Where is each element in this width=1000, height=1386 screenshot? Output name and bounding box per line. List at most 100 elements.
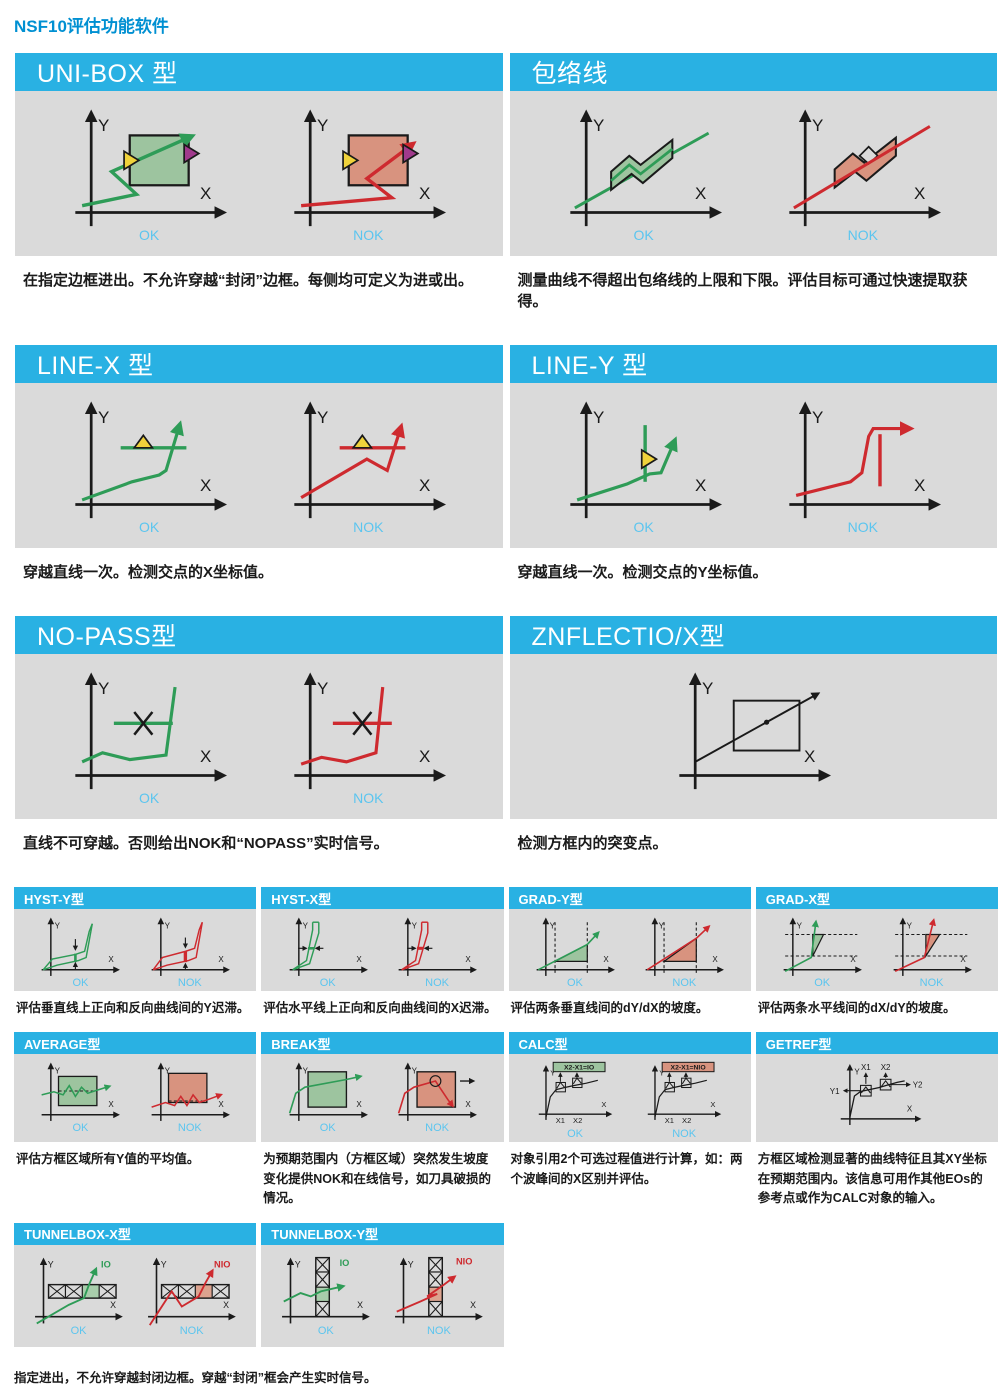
x-axis-label: X [960, 955, 966, 964]
measurement-curve [654, 1080, 707, 1118]
axes: Y X [289, 1062, 368, 1122]
x-axis-label: X [223, 1300, 229, 1310]
ok-label: OK [566, 977, 583, 989]
section-average: AVERAGE型 Y X OK [14, 1032, 257, 1208]
axes: Y X [75, 401, 228, 519]
nok-label: NOK [353, 227, 384, 243]
measurement-curve [300, 422, 406, 500]
y-axis-label: Y [48, 1259, 54, 1269]
axes: Y X [893, 917, 972, 976]
ok-label: OK [814, 977, 831, 989]
measurement-curve [576, 436, 678, 502]
nok-label: NOK [177, 977, 202, 989]
measurement-curve [149, 1268, 214, 1326]
y-axis-label: Y [55, 921, 61, 930]
axes: Y X [679, 672, 832, 790]
hysteresis-return [152, 922, 203, 971]
peak-1 [555, 1082, 565, 1089]
panel-header-linex: LINE-X 型 [15, 345, 503, 383]
x2-label: X2 [682, 1116, 691, 1125]
x-axis-label: X [419, 476, 430, 495]
diagram-getref: Y X X1 X2 Y1 Y2 [827, 1058, 926, 1128]
axes: Y X [789, 109, 941, 227]
diagram-gradx-nok: Y X NOK [889, 913, 975, 989]
tile-header-tunnely: TUNNELBOX-Y型 [261, 1222, 504, 1245]
section-tunnely: TUNNELBOX-Y型 Y X [261, 1222, 504, 1347]
panel-body-liney: Y X OK Y X [509, 383, 997, 548]
x-axis-label: X [419, 184, 430, 203]
axes: Y X [647, 1065, 721, 1121]
axes: Y X [151, 917, 230, 976]
hysteresis-forward [401, 922, 423, 971]
measurement-curve [81, 133, 197, 208]
axes: Y X [151, 1062, 230, 1122]
section-break: BREAK型 Y X OK [261, 1032, 504, 1208]
diagram-gradx-ok: Y X OK [779, 913, 865, 989]
section-unibox: UNI-BOX 型 Y X OK [15, 53, 503, 311]
y-axis-label: Y [797, 921, 803, 930]
x-axis-label: X [695, 184, 706, 203]
nok-label: NOK [672, 1128, 697, 1141]
section-tunnelx: TUNNELBOX-X型 Y X [14, 1222, 257, 1347]
tile-body-break: Y X OK Y X [261, 1054, 504, 1143]
peak-2 [881, 1080, 891, 1088]
x2-label: X2 [881, 1064, 891, 1073]
y-axis-label: Y [659, 1069, 664, 1078]
row-hyst-grad: HYST-Y型 Y X OK [0, 887, 1000, 1018]
y-axis-label: Y [593, 408, 604, 427]
diagram-hysty-nok: Y X NOK [147, 913, 233, 989]
nok-label: NOK [672, 977, 697, 989]
y-axis-label: Y [659, 921, 665, 930]
caption-unibox: 在指定边框进出。不允许穿越“封闭”边框。每侧均可定义为进或出。 [23, 272, 474, 289]
axes: Y X [294, 401, 447, 519]
y-axis-label: Y [317, 408, 328, 427]
x-axis-label: X [804, 747, 815, 766]
ok-label: OK [567, 1128, 584, 1141]
panel-header-unibox: UNI-BOX 型 [15, 53, 503, 91]
measurement-curve [894, 918, 936, 973]
diagram-break-nok: Y X NOK [394, 1058, 480, 1134]
ok-label: OK [319, 977, 336, 989]
y-axis-label: Y [408, 1259, 414, 1269]
measurement-curve [300, 686, 385, 766]
diagram-grady-nok: Y X NOK [641, 913, 727, 989]
section-getref: GETREF型 Y X [755, 1032, 998, 1208]
diagram-tunnely-ok: Y X IO OK [277, 1249, 374, 1337]
diagram-calc-ok: Y X X2-X1=IO X1 X2 OK [533, 1058, 618, 1140]
tile-header-gradx: GRAD-X型 [755, 887, 998, 909]
cross-marker [133, 711, 154, 736]
y-axis-label: Y [812, 408, 823, 427]
x-axis-label: X [356, 1100, 362, 1109]
nok-label: NOK [179, 1324, 204, 1337]
y-axis-label: Y [412, 921, 418, 930]
measurement-curve [647, 925, 711, 971]
entry-marker-yellow-triangle [123, 149, 141, 171]
tile-body-tunnelx: Y X IO OK [14, 1244, 257, 1347]
panel-body-nopass: Y X OK Y X [15, 654, 503, 819]
measurement-curve [81, 686, 177, 764]
caption-hystx: 评估水平线上正向和反向曲线间的X迟滞。 [263, 1001, 497, 1015]
panel-body-envelope: Y X OK Y X [509, 91, 997, 256]
nok-label: NOK [426, 1324, 451, 1337]
tile-body-hysty: Y X OK Y X [14, 909, 257, 991]
formula-box [552, 1062, 606, 1073]
diagram-tunnelx-ok: Y X IO OK [30, 1249, 127, 1337]
row-nopass-inflection: NO-PASS型 Y X OK [0, 616, 1000, 853]
y-axis-label: Y [98, 679, 109, 698]
axes: Y X [569, 401, 722, 519]
formula-text: X2-X1=NIO [670, 1065, 706, 1072]
closed-segment-cross-marks [428, 1256, 444, 1317]
nok-label: NOK [425, 977, 449, 989]
y-axis-label: Y [161, 1259, 167, 1269]
y-axis-label: Y [317, 679, 328, 698]
tile-title: TUNNELBOX-Y型 [271, 1227, 379, 1242]
caption-average: 评估方框区域所有Y值的平均值。 [16, 1152, 200, 1167]
ok-label: OK [70, 1324, 87, 1337]
measurement-curve [41, 1084, 112, 1099]
ok-label: OK [72, 1122, 89, 1135]
diagram-calc-nok: Y X X2-X1=NIO X1 X2 NOK [642, 1058, 727, 1140]
closed-segment-cross-marks [315, 1256, 331, 1317]
y-axis-label: Y [164, 1067, 170, 1076]
diagram-hysty-ok: Y X OK [37, 913, 123, 989]
measurement-curve [849, 1080, 906, 1118]
